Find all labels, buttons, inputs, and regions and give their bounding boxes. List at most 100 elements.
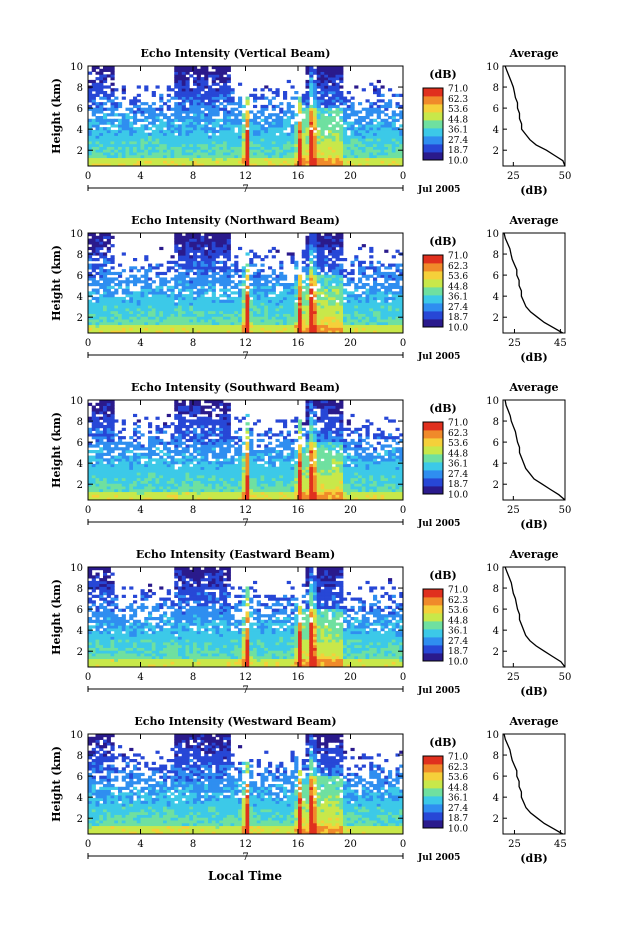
heatmap-cell bbox=[365, 163, 370, 167]
heatmap-cell bbox=[99, 157, 104, 161]
heatmap-cell bbox=[275, 157, 280, 161]
heatmap-cell bbox=[215, 74, 220, 78]
heatmap-cell bbox=[298, 305, 303, 309]
heatmap-cell bbox=[361, 296, 366, 301]
heatmap-cell bbox=[234, 160, 239, 164]
colorbar-tick-label: 44.8 bbox=[448, 282, 468, 292]
heatmap-cell bbox=[369, 321, 374, 326]
heatmap-cell bbox=[166, 316, 171, 320]
heatmap-cell bbox=[193, 241, 198, 245]
heatmap-cell bbox=[335, 255, 340, 259]
heatmap-cell bbox=[121, 280, 126, 284]
heatmap-cell bbox=[343, 146, 348, 150]
heatmap-cell bbox=[283, 313, 288, 317]
heatmap-cell bbox=[133, 321, 138, 326]
heatmap-cell bbox=[395, 308, 400, 312]
heatmap-cell bbox=[140, 472, 145, 476]
heatmap-cell bbox=[264, 321, 269, 326]
heatmap-cell bbox=[163, 124, 168, 128]
heatmap-cell bbox=[91, 124, 96, 128]
heatmap-cell bbox=[125, 283, 130, 287]
heatmap-cell bbox=[316, 143, 321, 147]
heatmap-cell bbox=[88, 121, 93, 125]
heatmap-cell bbox=[354, 157, 359, 161]
heatmap-cell bbox=[208, 296, 213, 301]
heatmap-cell bbox=[395, 291, 400, 295]
heatmap-cell bbox=[384, 321, 389, 326]
heatmap-cell bbox=[95, 425, 100, 429]
heatmap-cell bbox=[373, 157, 378, 161]
heatmap-cell bbox=[339, 249, 344, 253]
heatmap-cell bbox=[365, 143, 370, 147]
heatmap-cell bbox=[95, 143, 100, 147]
heatmap-cell bbox=[118, 154, 123, 159]
heatmap-cell bbox=[290, 138, 295, 142]
heatmap-cell bbox=[241, 310, 246, 314]
heatmap-cell bbox=[144, 483, 149, 487]
heatmap-cell bbox=[166, 302, 171, 306]
heatmap-cell bbox=[384, 319, 389, 323]
heatmap-cell bbox=[286, 132, 291, 136]
heatmap-cell bbox=[174, 124, 179, 128]
heatmap-cell bbox=[241, 113, 246, 117]
heatmap-cell bbox=[118, 113, 123, 117]
heatmap-cell bbox=[335, 88, 340, 92]
heatmap-cell bbox=[185, 121, 190, 125]
heatmap-cell bbox=[151, 458, 156, 462]
heatmap-cell bbox=[103, 330, 108, 334]
heatmap-cell bbox=[271, 143, 276, 147]
heatmap-cell bbox=[264, 288, 269, 292]
heatmap-cell bbox=[178, 494, 183, 498]
heatmap-cell bbox=[106, 330, 111, 334]
heatmap-cell bbox=[268, 274, 273, 278]
heatmap-cell bbox=[388, 141, 393, 145]
heatmap-cell bbox=[219, 269, 224, 273]
heatmap-cell bbox=[166, 494, 171, 498]
heatmap-cell bbox=[211, 288, 216, 292]
heatmap-cell bbox=[376, 324, 381, 328]
heatmap-cell bbox=[361, 319, 366, 323]
heatmap-cell bbox=[215, 233, 220, 237]
heatmap-cell bbox=[148, 469, 153, 473]
heatmap-cell bbox=[88, 163, 93, 167]
heatmap-cell bbox=[309, 269, 314, 273]
heatmap-cell bbox=[369, 327, 374, 331]
heatmap-cell bbox=[174, 104, 179, 109]
heatmap-cell bbox=[136, 469, 141, 473]
heatmap-cell bbox=[193, 291, 198, 295]
heatmap-cell bbox=[241, 313, 246, 317]
heatmap-cell bbox=[253, 160, 258, 164]
heatmap-cell bbox=[129, 313, 134, 317]
heatmap-cell bbox=[103, 288, 108, 292]
heatmap-cell bbox=[223, 143, 228, 147]
heatmap-cell bbox=[268, 249, 273, 253]
heatmap-cell bbox=[320, 146, 325, 150]
heatmap-cell bbox=[211, 249, 216, 253]
heatmap-cell bbox=[268, 316, 273, 320]
heatmap-cell bbox=[103, 93, 108, 97]
heatmap-cell bbox=[275, 143, 280, 147]
heatmap-cell bbox=[290, 143, 295, 147]
heatmap-cell bbox=[170, 422, 175, 426]
heatmap-cell bbox=[230, 163, 235, 167]
heatmap-cell bbox=[316, 321, 321, 326]
heatmap-cell bbox=[331, 285, 336, 289]
heatmap-cell bbox=[230, 127, 235, 131]
heatmap-cell bbox=[99, 241, 104, 245]
heatmap-cell bbox=[170, 483, 175, 487]
heatmap-cell bbox=[136, 486, 141, 490]
heatmap-cell bbox=[260, 129, 265, 134]
heatmap-cell bbox=[223, 316, 228, 320]
heatmap-cell bbox=[144, 88, 149, 92]
heatmap-cell bbox=[129, 274, 134, 278]
heatmap-cell bbox=[399, 104, 404, 109]
heatmap-cell bbox=[313, 330, 318, 334]
heatmap-cell bbox=[249, 258, 254, 262]
heatmap-cell bbox=[354, 160, 359, 164]
heatmap-cell bbox=[271, 121, 276, 125]
heatmap-cell bbox=[208, 266, 213, 270]
heatmap-cell bbox=[350, 319, 355, 323]
heatmap-cell bbox=[268, 88, 273, 92]
heatmap-cell bbox=[316, 316, 321, 320]
heatmap-cell bbox=[106, 458, 111, 462]
